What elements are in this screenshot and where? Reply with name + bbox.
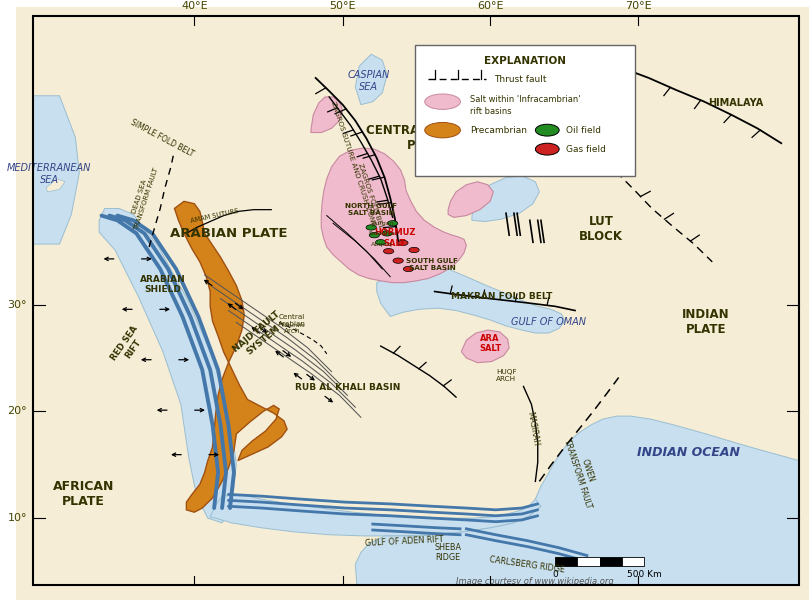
FancyBboxPatch shape — [415, 46, 635, 176]
Polygon shape — [210, 486, 547, 536]
Polygon shape — [33, 96, 79, 244]
Text: MEDITERRANEAN
SEA: MEDITERRANEAN SEA — [7, 163, 91, 185]
Text: 30°: 30° — [7, 299, 27, 310]
Text: ZAGROS FOLD BELT: ZAGROS FOLD BELT — [358, 163, 385, 233]
Ellipse shape — [425, 94, 460, 109]
Text: Precambrian: Precambrian — [470, 125, 527, 134]
Text: ARABIAN PLATE: ARABIAN PLATE — [170, 227, 287, 240]
Ellipse shape — [375, 239, 386, 245]
Bar — [555, 557, 578, 566]
Text: 500 Km: 500 Km — [627, 571, 662, 580]
Text: 20°: 20° — [7, 406, 27, 416]
Polygon shape — [355, 54, 387, 104]
Polygon shape — [311, 97, 343, 133]
Text: AFRICAN
PLATE: AFRICAN PLATE — [53, 481, 114, 508]
Ellipse shape — [536, 143, 559, 155]
Text: NAJD FAULT
SYSTEM: NAJD FAULT SYSTEM — [231, 310, 289, 362]
Polygon shape — [462, 330, 509, 363]
Ellipse shape — [393, 258, 404, 263]
Ellipse shape — [398, 240, 408, 245]
Text: MAKRAN FOLD BELT: MAKRAN FOLD BELT — [451, 292, 552, 301]
Text: GULF OF ADEN RIFT: GULF OF ADEN RIFT — [365, 535, 444, 548]
Polygon shape — [377, 260, 565, 333]
Bar — [599, 557, 622, 566]
Text: 70°E: 70°E — [625, 1, 652, 11]
Text: Salt within 'Infracambrian': Salt within 'Infracambrian' — [470, 95, 581, 104]
Text: DEAD SEA
TRANSFORM FAULT: DEAD SEA TRANSFORM FAULT — [126, 164, 159, 231]
Ellipse shape — [409, 247, 419, 253]
Text: Khurais: Khurais — [282, 323, 305, 328]
Ellipse shape — [369, 232, 379, 238]
Ellipse shape — [383, 248, 394, 254]
Text: AMAM SUTURE: AMAM SUTURE — [189, 208, 239, 224]
Text: OWEN
TRANSFORM FAULT: OWEN TRANSFORM FAULT — [562, 435, 604, 510]
Ellipse shape — [404, 266, 413, 272]
Text: SOUTH GULF
SALT BASIN: SOUTH GULF SALT BASIN — [406, 259, 458, 271]
Text: CENTRAL IRANIAN
PLATE: CENTRAL IRANIAN PLATE — [366, 124, 487, 152]
Polygon shape — [321, 148, 466, 283]
Text: Oil field: Oil field — [565, 125, 600, 134]
Text: INDIAN
PLATE: INDIAN PLATE — [682, 308, 730, 337]
Polygon shape — [46, 179, 65, 192]
Ellipse shape — [425, 122, 460, 138]
Text: INDIAN OCEAN: INDIAN OCEAN — [637, 446, 740, 460]
Polygon shape — [100, 208, 236, 523]
Text: CARLSBERG RIDGE: CARLSBERG RIDGE — [489, 554, 565, 574]
Text: CASPIAN
SEA: CASPIAN SEA — [348, 70, 390, 92]
Bar — [578, 557, 599, 566]
Text: Thrust fault: Thrust fault — [494, 74, 547, 83]
Ellipse shape — [536, 124, 559, 136]
Text: SHEBA
RIDGE: SHEBA RIDGE — [434, 543, 462, 562]
Polygon shape — [355, 416, 798, 585]
Bar — [622, 557, 644, 566]
Polygon shape — [175, 202, 287, 512]
Text: Central
Arabian
Arch: Central Arabian Arch — [278, 314, 306, 334]
Text: LUT
BLOCK: LUT BLOCK — [579, 215, 623, 243]
Text: NORTH GULF
SALT BASIN: NORTH GULF SALT BASIN — [345, 203, 397, 216]
Text: 40°E: 40°E — [181, 1, 208, 11]
Text: HIMALAYA: HIMALAYA — [709, 98, 764, 108]
Text: 60°E: 60°E — [477, 1, 503, 11]
Ellipse shape — [388, 221, 398, 226]
Text: rift basins: rift basins — [470, 107, 512, 116]
Text: RUB AL KHALI BASIN: RUB AL KHALI BASIN — [294, 383, 400, 392]
Text: Safaniya: Safaniya — [369, 231, 396, 236]
Text: MASIRAH: MASIRAH — [526, 411, 540, 447]
Ellipse shape — [382, 231, 392, 236]
Polygon shape — [472, 176, 540, 221]
Text: GULF OF OMAN: GULF OF OMAN — [511, 317, 587, 328]
Text: EXPLANATION: EXPLANATION — [484, 56, 566, 67]
Text: Image courtesy of www.wikipedia.org: Image courtesy of www.wikipedia.org — [456, 577, 614, 586]
Text: Gas field: Gas field — [565, 145, 605, 154]
Text: 50°E: 50°E — [329, 1, 356, 11]
Text: 10°: 10° — [7, 513, 27, 523]
Text: ZAGROS SUTURE AND CRUSH ZONE: ZAGROS SUTURE AND CRUSH ZONE — [330, 101, 376, 227]
Polygon shape — [448, 182, 493, 217]
Text: SIMPLE FOLD BELT: SIMPLE FOLD BELT — [129, 118, 196, 159]
Text: Abqaiq: Abqaiq — [371, 242, 393, 247]
Text: Burgan: Burgan — [371, 221, 394, 226]
Text: 0: 0 — [553, 571, 558, 580]
Text: HORMUZ
SALT: HORMUZ SALT — [375, 229, 416, 248]
Text: ARA
SALT: ARA SALT — [479, 334, 502, 353]
Text: RED SEA
RIFT: RED SEA RIFT — [109, 324, 148, 368]
Text: HUQF
ARCH: HUQF ARCH — [496, 369, 516, 382]
Ellipse shape — [366, 225, 376, 230]
Text: ARABIAN
SHIELD: ARABIAN SHIELD — [140, 275, 185, 294]
